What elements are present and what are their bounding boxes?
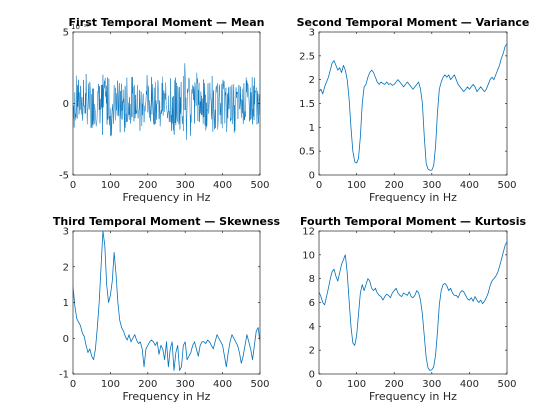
y-tick-label: 0 xyxy=(309,370,315,381)
x-tick-label: 500 xyxy=(497,379,516,390)
y-tick-label: 0 xyxy=(309,171,315,182)
x-tick-label: 400 xyxy=(460,180,479,191)
plot-area xyxy=(72,230,261,375)
x-tick-label: 0 xyxy=(70,180,76,191)
x-tick-label: 200 xyxy=(385,379,404,390)
y-tick-label: 1 xyxy=(63,298,69,309)
x-tick-label: 0 xyxy=(316,180,322,191)
x-tick-label: 100 xyxy=(101,180,120,191)
x-tick-label: 0 xyxy=(316,379,322,390)
y-tick-label: 0 xyxy=(63,334,69,345)
x-tick-label: 500 xyxy=(250,379,269,390)
chart-title: Third Temporal Moment — Skewness xyxy=(53,215,281,228)
x-tick-label: 400 xyxy=(460,379,479,390)
x-tick-label: 200 xyxy=(385,180,404,191)
y-tick-label: 12 xyxy=(302,227,315,238)
y-tick-label: -5 xyxy=(59,171,69,182)
x-tick-label: 400 xyxy=(213,180,232,191)
y-tick-label: 2 xyxy=(63,262,69,273)
x-axis-label: Frequency in Hz xyxy=(369,191,457,204)
y-exponent-label: 10⁻¹³ xyxy=(71,23,89,31)
chart-title: Fourth Temporal Moment — Kurtosis xyxy=(300,215,527,228)
x-tick-label: 200 xyxy=(138,180,157,191)
series-line xyxy=(72,230,261,371)
y-tick-label: 0 xyxy=(63,99,69,110)
x-tick-label: 400 xyxy=(213,379,232,390)
x-tick-label: 300 xyxy=(422,180,441,191)
chart-title: First Temporal Moment — Mean xyxy=(68,16,264,29)
y-tick-label: 6 xyxy=(309,298,315,309)
x-tick-label: 500 xyxy=(250,180,269,191)
x-tick-label: 0 xyxy=(70,379,76,390)
y-tick-label: 8 xyxy=(309,274,315,285)
x-tick-label: 300 xyxy=(176,379,195,390)
y-tick-label: 2 xyxy=(309,75,315,86)
x-axis-label: Frequency in Hz xyxy=(123,191,211,204)
series-line xyxy=(318,43,508,171)
x-tick-label: 100 xyxy=(347,180,366,191)
y-tick-label: 3 xyxy=(63,227,69,238)
y-tick-label: 0.5 xyxy=(299,147,315,158)
x-tick-label: 500 xyxy=(497,180,516,191)
y-tick-label: 2 xyxy=(309,346,315,357)
x-axis-label: Frequency in Hz xyxy=(123,390,211,403)
x-tick-label: 100 xyxy=(101,379,120,390)
plot-area xyxy=(318,31,508,176)
y-tick-label: 10 xyxy=(302,250,315,261)
y-tick-label: 4 xyxy=(309,322,315,333)
x-tick-label: 200 xyxy=(138,379,157,390)
series-line xyxy=(318,241,508,371)
y-tick-label: 3 xyxy=(309,28,315,39)
x-tick-label: 100 xyxy=(347,379,366,390)
x-tick-label: 300 xyxy=(422,379,441,390)
plot-area xyxy=(318,230,508,375)
y-tick-label: 1 xyxy=(309,123,315,134)
y-tick-label: 1.5 xyxy=(299,99,315,110)
chart-title: Second Temporal Moment — Variance xyxy=(297,16,530,29)
series-line xyxy=(72,63,261,141)
x-tick-label: 300 xyxy=(176,180,195,191)
y-tick-label: 5 xyxy=(63,28,69,39)
y-tick-label: 2.5 xyxy=(299,51,315,62)
y-tick-label: -1 xyxy=(59,370,69,381)
x-axis-label: Frequency in Hz xyxy=(369,390,457,403)
